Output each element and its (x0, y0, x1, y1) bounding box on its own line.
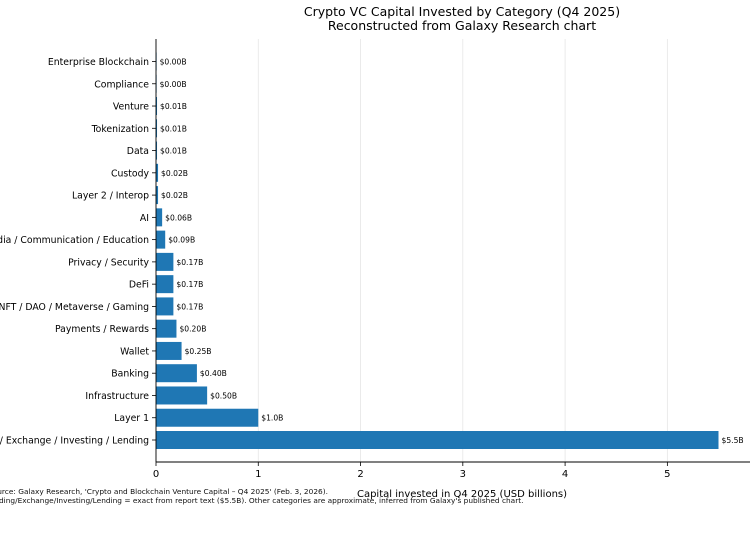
x-tick-label: 1 (255, 469, 261, 480)
value-label: $0.00B (160, 80, 187, 89)
value-label: $0.17B (176, 258, 203, 267)
category-label: Layer 2 / Interop (72, 191, 149, 202)
category-label: AI (140, 213, 149, 224)
category-label: Data (127, 146, 149, 157)
bar (156, 163, 159, 182)
source-note: Source: Galaxy Research, 'Crypto and Blo… (0, 487, 328, 496)
value-label: $0.50B (210, 391, 237, 400)
bar (156, 119, 158, 138)
bar (156, 141, 158, 160)
value-label: $0.00B (160, 58, 187, 67)
x-tick-label: 4 (562, 469, 568, 480)
value-label: $1.0B (261, 414, 283, 423)
category-label: Banking (111, 369, 149, 380)
category-label: Enterprise Blockchain (48, 57, 149, 68)
category-label: Web3 / NFT / DAO / Metaverse / Gaming (0, 302, 149, 313)
category-label: Privacy / Security (68, 257, 149, 268)
bar (156, 408, 259, 427)
category-label: Tokenization (91, 124, 150, 135)
bar (156, 186, 159, 205)
value-label: $0.17B (176, 280, 203, 289)
chart-subtitle: Reconstructed from Galaxy Research chart (328, 18, 596, 33)
chart-title: Crypto VC Capital Invested by Category (… (304, 4, 620, 19)
bar (156, 97, 158, 116)
category-label: DeFi (129, 280, 149, 291)
value-label: $0.06B (165, 213, 192, 222)
value-label: $0.17B (176, 302, 203, 311)
x-tick-label: 0 (153, 469, 159, 480)
bar (156, 364, 197, 383)
category-label: Infrastructure (85, 391, 149, 402)
category-label: Wallet (120, 346, 149, 357)
x-tick-label: 5 (664, 469, 670, 480)
value-label: $0.02B (161, 191, 188, 200)
category-label: Custody (111, 168, 149, 179)
x-tick-label: 3 (460, 469, 466, 480)
value-label: $0.01B (160, 124, 187, 133)
value-label: $5.5B (722, 436, 744, 445)
value-label: $0.02B (161, 169, 188, 178)
bar (156, 386, 208, 405)
x-axis-label: Capital invested in Q4 2025 (USD billion… (357, 489, 567, 500)
category-label: Layer 1 (114, 413, 149, 424)
category-label: Trading / Exchange / Investing / Lending (0, 436, 149, 447)
value-label: $0.25B (185, 347, 212, 356)
value-label: $0.01B (160, 147, 187, 156)
bar (156, 275, 174, 294)
category-label: Media / Communication / Education (0, 235, 149, 246)
value-label: $0.09B (168, 236, 195, 245)
bar (156, 208, 163, 227)
category-label: Compliance (94, 79, 149, 90)
bar (156, 252, 174, 271)
value-label: $0.40B (200, 369, 227, 378)
bar (156, 341, 182, 360)
bar (156, 297, 174, 316)
bar (156, 431, 719, 449)
category-label: Payments / Rewards (55, 324, 149, 335)
value-label: $0.01B (160, 102, 187, 111)
value-label: $0.20B (179, 325, 206, 334)
category-label: Venture (113, 102, 149, 113)
method-note: Trading/Exchange/Investing/Lending = exa… (0, 496, 524, 505)
x-tick-label: 2 (357, 469, 363, 480)
bar (156, 230, 166, 249)
bar (156, 319, 177, 338)
